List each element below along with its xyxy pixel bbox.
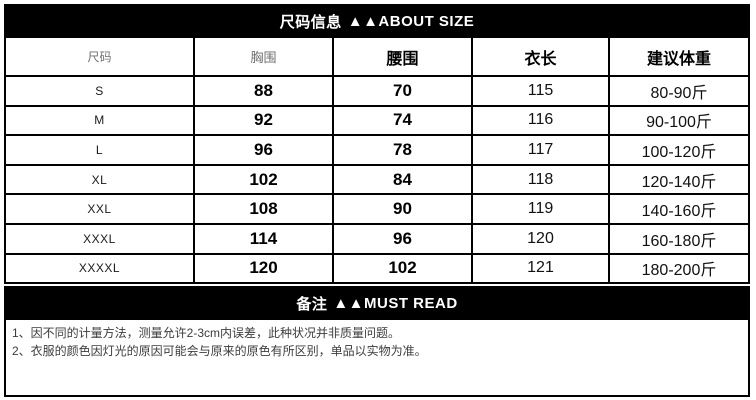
col-header-waist: 腰围 <box>334 38 473 75</box>
size-info-title-cn: 尺码信息 <box>279 13 342 31</box>
note-line-1: 1、因不同的计量方法，测量允许2-3cm内误差，此种状况并非质量问题。 <box>12 326 401 341</box>
waist-value: 102 <box>334 252 473 283</box>
bust-value: 88 <box>195 75 334 105</box>
col-header-size: 尺码 <box>6 38 195 75</box>
must-read-header-bar: 备注 ▲▲MUST READ <box>4 286 750 321</box>
waist-value: 90 <box>334 193 473 223</box>
note-line-2: 2、衣服的颜色因灯光的原因可能会与原来的原色有所区别，单品以实物为准。 <box>12 343 427 358</box>
bust-value: 114 <box>195 222 334 253</box>
waist-value: 96 <box>334 222 473 253</box>
length-value: 118 <box>473 163 610 194</box>
weight-value: 80-90斤 <box>610 75 748 105</box>
weight-value: 100-120斤 <box>610 134 748 164</box>
length-value: 117 <box>473 134 610 164</box>
weight-value: 120-140斤 <box>610 163 748 194</box>
length-value: 119 <box>473 193 610 223</box>
waist-value: 78 <box>334 134 473 164</box>
waist-value: 70 <box>334 75 473 105</box>
table-row: XXXL 114 96 120 160-180斤 <box>6 222 748 253</box>
size-info-title-en: ▲▲ABOUT SIZE <box>347 12 475 30</box>
length-value: 121 <box>473 252 610 283</box>
bust-value: 120 <box>195 252 334 283</box>
table-row: XL 102 84 118 120-140斤 <box>6 163 748 194</box>
waist-value: 74 <box>334 104 473 135</box>
length-value: 116 <box>473 104 610 135</box>
size-chart-content: 尺码信息 ▲▲ABOUT SIZE 尺码 胸围 腰围 衣长 建议体重 S 88 … <box>4 4 750 398</box>
col-header-weight: 建议体重 <box>610 38 748 75</box>
table-row: XXL 108 90 119 140-160斤 <box>6 193 748 223</box>
notes-box: 1、因不同的计量方法，测量允许2-3cm内误差，此种状况并非质量问题。 2、衣服… <box>4 320 750 398</box>
bust-value: 102 <box>195 163 334 194</box>
size-table: 尺码 胸围 腰围 衣长 建议体重 S 88 70 115 80-90斤 M 92… <box>4 38 750 285</box>
col-header-length: 衣长 <box>473 38 610 75</box>
weight-value: 180-200斤 <box>610 252 748 283</box>
size-value: XXL <box>6 193 195 223</box>
weight-value: 160-180斤 <box>610 222 748 253</box>
size-value: XXXL <box>6 222 195 253</box>
size-value: XL <box>6 163 195 194</box>
table-row: L 96 78 117 100-120斤 <box>6 134 748 164</box>
size-value: XXXXL <box>6 252 195 283</box>
weight-value: 90-100斤 <box>610 104 748 135</box>
length-value: 120 <box>473 222 610 253</box>
waist-value: 84 <box>334 163 473 194</box>
bust-value: 108 <box>195 193 334 223</box>
must-read-title-en: ▲▲MUST READ <box>333 294 458 312</box>
table-row: M 92 74 116 90-100斤 <box>6 104 748 135</box>
table-row: XXXXL 120 102 121 180-200斤 <box>6 252 748 283</box>
length-value: 115 <box>473 75 610 105</box>
bust-value: 92 <box>195 104 334 135</box>
size-value: L <box>6 134 195 164</box>
must-read-title-cn: 备注 <box>296 295 328 313</box>
table-row: S 88 70 115 80-90斤 <box>6 75 748 105</box>
col-header-bust: 胸围 <box>195 38 334 75</box>
weight-value: 140-160斤 <box>610 193 748 223</box>
size-value: S <box>6 75 195 105</box>
size-value: M <box>6 104 195 135</box>
table-header-row: 尺码 胸围 腰围 衣长 建议体重 <box>6 38 748 75</box>
bust-value: 96 <box>195 134 334 164</box>
size-info-header-bar: 尺码信息 ▲▲ABOUT SIZE <box>4 4 750 38</box>
